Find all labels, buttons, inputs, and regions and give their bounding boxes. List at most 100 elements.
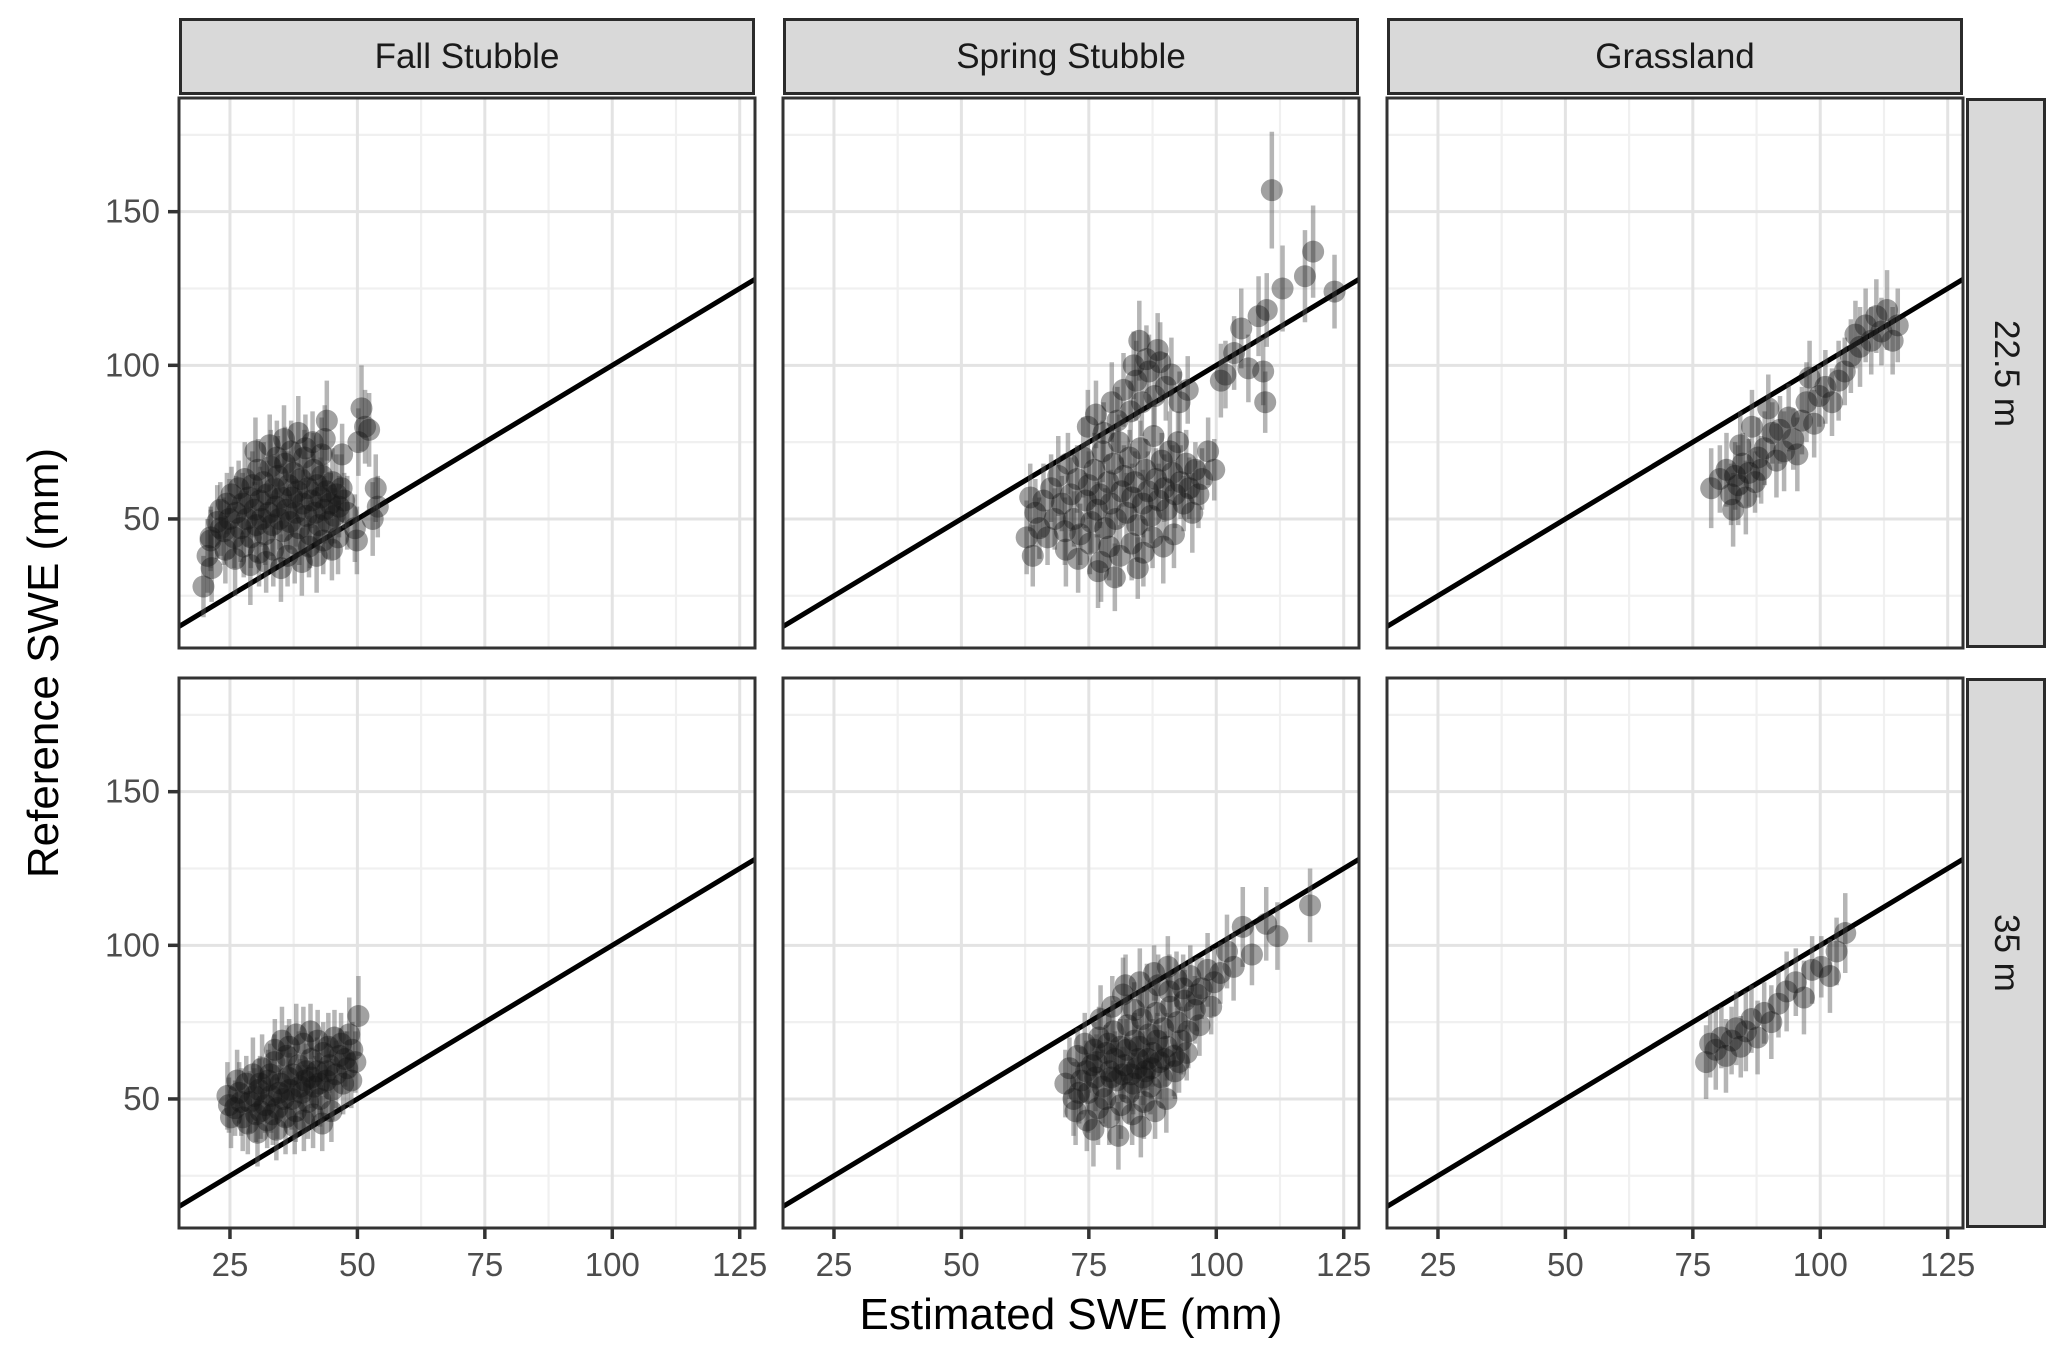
scatter-point	[1795, 391, 1818, 414]
scatter-point	[327, 526, 350, 549]
scatter-point	[1120, 1063, 1143, 1086]
facet-strip-grassland: Grassland	[1387, 18, 1963, 95]
scatter-point	[1062, 1087, 1085, 1110]
scatter-point	[274, 1106, 297, 1129]
scatter-point	[1147, 489, 1170, 512]
identity-line	[177, 277, 757, 629]
scatter-point	[1302, 240, 1325, 263]
scatter-point	[1881, 329, 1904, 352]
scatter-point	[214, 538, 237, 561]
scatter-point	[1077, 1081, 1100, 1104]
scatter-point	[273, 428, 296, 451]
scatter-point	[257, 1069, 280, 1092]
scatter-point	[364, 477, 387, 500]
scatter-point	[260, 1084, 283, 1107]
scatter-point	[1784, 971, 1807, 994]
scatter-point	[269, 1072, 292, 1095]
scatter-point	[235, 507, 258, 530]
scatter-point	[1083, 1038, 1106, 1061]
scatter-point	[1720, 1029, 1743, 1052]
scatter-point	[1744, 471, 1767, 494]
scatter-point	[243, 1084, 266, 1107]
scatter-point	[1111, 983, 1134, 1006]
scatter-point	[332, 1072, 355, 1095]
scatter-point	[306, 474, 329, 497]
facet-strip-35-m: 35 m	[1966, 678, 2046, 1228]
scatter-point	[1849, 335, 1872, 358]
scatter-point	[257, 501, 280, 524]
scatter-point	[1069, 523, 1092, 546]
scatter-point	[1154, 375, 1177, 398]
scatter-point	[1098, 1060, 1121, 1083]
scatter-point	[1323, 280, 1346, 303]
scatter-point	[1810, 955, 1833, 978]
scatter-point	[294, 1060, 317, 1083]
panel-border	[781, 676, 1361, 1230]
scatter-point	[1100, 391, 1123, 414]
scatter-point	[1131, 1066, 1154, 1089]
scatter-point	[309, 486, 332, 509]
scatter-point	[1765, 449, 1788, 472]
scatter-point	[1724, 464, 1747, 487]
panel-background	[1387, 678, 1963, 1228]
scatter-point	[293, 1069, 316, 1092]
scatter-point	[241, 474, 264, 497]
facet-panel-1-0	[781, 96, 1361, 650]
scatter-point	[1247, 305, 1270, 328]
scatter-point	[344, 1051, 367, 1074]
scatter-point	[278, 1078, 301, 1101]
scatter-point	[254, 523, 277, 546]
scatter-point	[1252, 360, 1275, 383]
scatter-point	[296, 477, 319, 500]
scatter-point	[233, 468, 256, 491]
scatter-point	[1129, 1115, 1152, 1138]
scatter-point	[1209, 369, 1232, 392]
scatter-point	[299, 1020, 322, 1043]
scatter-point	[1169, 471, 1192, 494]
scatter-point	[311, 1112, 334, 1135]
scatter-point	[229, 517, 252, 540]
scatter-point	[1146, 1029, 1169, 1052]
scatter-point	[343, 517, 366, 540]
scatter-point	[315, 1060, 338, 1083]
scatter-point	[1150, 1066, 1173, 1089]
scatter-point	[238, 1091, 261, 1114]
scatter-point	[1097, 471, 1120, 494]
scatter-point	[1163, 1060, 1186, 1083]
scatter-point	[1053, 520, 1076, 543]
x-tick-label: 75	[466, 1246, 503, 1283]
x-tick-label: 50	[943, 1246, 980, 1283]
scatter-point	[297, 535, 320, 558]
scatter-point	[315, 480, 338, 503]
scatter-point	[280, 1087, 303, 1110]
scatter-point	[1260, 179, 1283, 202]
scatter-point	[1123, 1029, 1146, 1052]
scatter-point	[267, 1081, 290, 1104]
scatter-point	[270, 486, 293, 509]
scatter-point	[1126, 557, 1149, 580]
scatter-point	[266, 464, 289, 487]
scatter-point	[226, 1069, 249, 1092]
scatter-point	[227, 477, 250, 500]
scatter-point	[1179, 965, 1202, 988]
scatter-point	[1731, 452, 1754, 475]
scatter-point	[1088, 1026, 1111, 1049]
scatter-point	[1190, 977, 1213, 1000]
scatter-point	[1734, 1020, 1757, 1043]
scatter-point	[1135, 986, 1158, 1009]
scatter-point	[1115, 1038, 1138, 1061]
scatter-point	[1181, 501, 1204, 524]
scatter-point	[283, 532, 306, 555]
scatter-point	[317, 1035, 340, 1058]
scatter-point	[1136, 480, 1159, 503]
scatter-point	[1255, 912, 1278, 935]
scatter-point	[1083, 458, 1106, 481]
scatter-point	[315, 1069, 338, 1092]
scatter-point	[330, 477, 353, 500]
scatter-point	[1068, 1081, 1091, 1104]
scatter-point	[219, 1106, 242, 1129]
scatter-point	[1177, 1020, 1200, 1043]
scatter-point	[1094, 517, 1117, 540]
x-tick-label: 75	[1070, 1246, 1107, 1283]
